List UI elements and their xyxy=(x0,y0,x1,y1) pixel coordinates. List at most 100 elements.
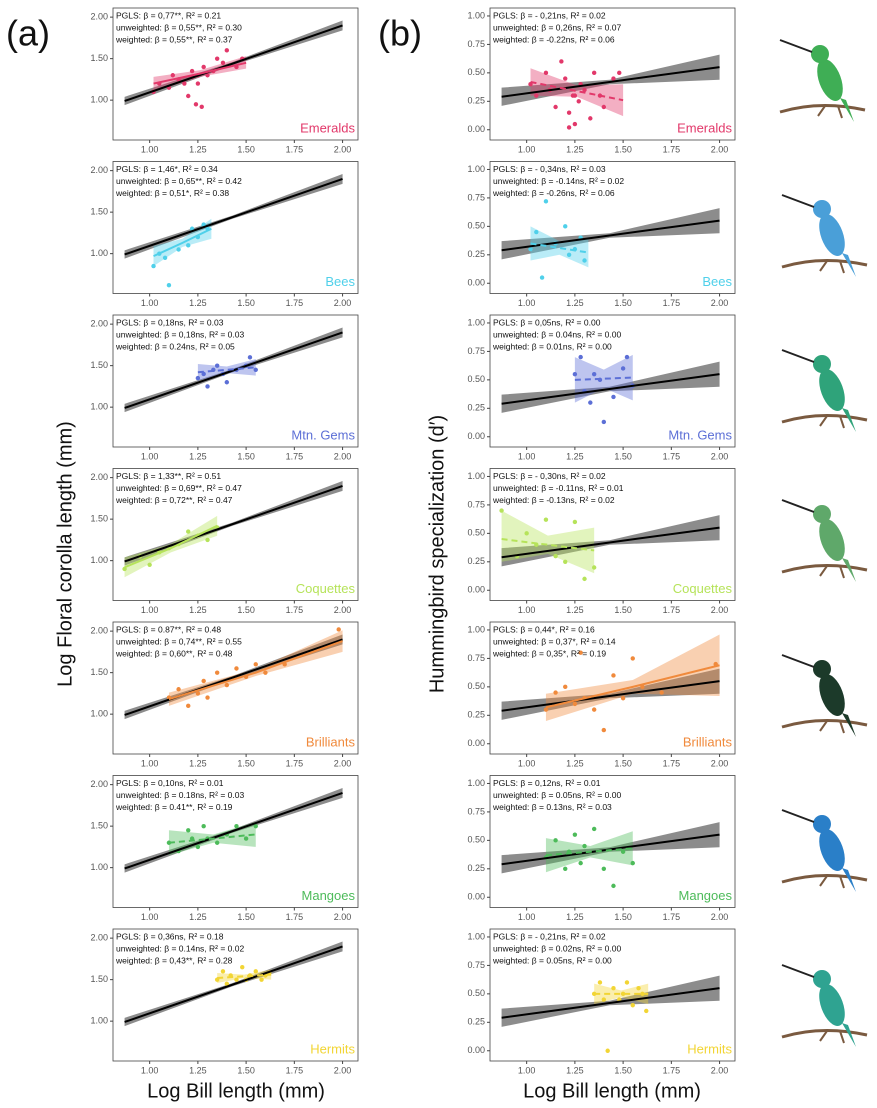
stats-text: PGLS: β = 0,12ns, R² = 0.01 xyxy=(493,778,601,788)
x-tick-label: 1.00 xyxy=(141,912,159,922)
stats-text: unweighted: β = 0.05ns, R² = 0.00 xyxy=(493,790,621,800)
x-tick-label: 1.25 xyxy=(566,298,584,308)
point xyxy=(248,355,252,359)
x-tick-label: 1.25 xyxy=(189,144,207,154)
group-label: Mangoes xyxy=(679,888,733,903)
x-tick-label: 1.25 xyxy=(189,605,207,615)
x-tick-label: 1.75 xyxy=(663,605,681,615)
point xyxy=(567,253,571,257)
point xyxy=(611,986,615,990)
point xyxy=(186,828,190,832)
y-tick-label: 1.00 xyxy=(90,95,108,105)
point xyxy=(544,518,548,522)
y-tick-label: 0.75 xyxy=(467,806,485,816)
point xyxy=(563,76,567,80)
x-tick-label: 1.00 xyxy=(518,605,536,615)
point xyxy=(640,992,644,996)
point xyxy=(544,199,548,203)
x-axis-label: Log Bill length (mm) xyxy=(147,1080,325,1102)
stats-text: PGLS: β = - 0,21ns, R² = 0.02 xyxy=(493,10,606,20)
x-tick-label: 1.75 xyxy=(663,298,681,308)
point xyxy=(573,122,577,126)
x-tick-label: 1.00 xyxy=(141,451,159,461)
stats-text: PGLS: β = 0,44*, R² = 0.16 xyxy=(493,624,595,634)
x-tick-label: 1.75 xyxy=(286,298,304,308)
y-tick-label: 0.25 xyxy=(467,249,485,259)
point xyxy=(592,565,596,569)
x-tick-label: 1.75 xyxy=(286,144,304,154)
y-tick-label: 1.00 xyxy=(467,164,485,174)
x-tick-label: 1.25 xyxy=(189,451,207,461)
point xyxy=(234,977,238,981)
group-label: Brilliants xyxy=(306,734,356,749)
point xyxy=(337,627,341,631)
point xyxy=(567,110,571,114)
stats-text: weighted: β = -0.22ns, R² = 0.06 xyxy=(492,34,615,44)
panel-label: (a) xyxy=(6,13,50,54)
y-tick-label: 0.00 xyxy=(467,431,485,441)
x-tick-label: 1.50 xyxy=(237,1065,255,1075)
stats-text: PGLS: β = 0,77**, R² = 0.21 xyxy=(116,10,221,20)
point xyxy=(631,861,635,865)
x-tick-label: 1.50 xyxy=(237,912,255,922)
point xyxy=(611,395,615,399)
x-tick-label: 1.25 xyxy=(566,144,584,154)
point xyxy=(221,61,225,65)
x-tick-label: 1.25 xyxy=(566,451,584,461)
x-axis-label: Log Bill length (mm) xyxy=(523,1080,701,1102)
point xyxy=(602,105,606,109)
stats-text: unweighted: β = 0,74**, R² = 0.55 xyxy=(116,636,242,646)
y-tick-label: 0.50 xyxy=(467,988,485,998)
stats-text: PGLS: β = - 0,21ns, R² = 0.02 xyxy=(493,931,606,941)
x-tick-label: 1.25 xyxy=(189,1065,207,1075)
y-tick-label: 0.25 xyxy=(467,96,485,106)
point xyxy=(592,827,596,831)
point xyxy=(221,969,225,973)
point xyxy=(196,845,200,849)
x-tick-label: 1.00 xyxy=(141,605,159,615)
point xyxy=(528,247,532,251)
y-tick-label: 0.50 xyxy=(467,681,485,691)
point xyxy=(263,670,267,674)
x-tick-label: 1.00 xyxy=(141,758,159,768)
y-tick-label: 1.00 xyxy=(467,624,485,634)
y-tick-label: 0.25 xyxy=(467,403,485,413)
group-label: Mtn. Gems xyxy=(291,427,355,442)
point xyxy=(254,969,258,973)
point xyxy=(588,116,592,120)
x-tick-label: 1.50 xyxy=(614,298,632,308)
point xyxy=(186,243,190,247)
y-tick-label: 2.00 xyxy=(90,165,108,175)
x-tick-label: 1.25 xyxy=(566,1065,584,1075)
point xyxy=(644,1009,648,1013)
x-tick-label: 1.75 xyxy=(286,1065,304,1075)
x-tick-label: 2.00 xyxy=(711,605,729,615)
point xyxy=(631,656,635,660)
x-tick-label: 1.00 xyxy=(518,451,536,461)
y-tick-label: 0.75 xyxy=(467,653,485,663)
panel-label: (b) xyxy=(378,13,422,54)
point xyxy=(573,93,577,97)
y-tick-label: 0.25 xyxy=(467,710,485,720)
point xyxy=(215,363,219,367)
point xyxy=(563,867,567,871)
point xyxy=(602,867,606,871)
y-tick-label: 0.50 xyxy=(467,374,485,384)
point xyxy=(167,283,171,287)
y-tick-label: 1.00 xyxy=(90,555,108,565)
point xyxy=(573,520,577,524)
x-tick-label: 2.00 xyxy=(334,298,352,308)
point xyxy=(617,71,621,75)
point xyxy=(254,368,258,372)
stats-text: weighted: β = -0.13ns, R² = 0.02 xyxy=(492,495,615,505)
point xyxy=(201,65,205,69)
stats-text: unweighted: β = 0,37*, R² = 0.14 xyxy=(493,636,616,646)
x-tick-label: 2.00 xyxy=(711,1065,729,1075)
figure: (a) (b) Log Floral corolla length (mm) H… xyxy=(0,0,877,1108)
x-tick-label: 2.00 xyxy=(711,144,729,154)
y-tick-label: 2.00 xyxy=(90,472,108,482)
point xyxy=(205,384,209,388)
y-tick-label: 1.00 xyxy=(467,931,485,941)
stats-text: unweighted: β = -0.11ns, R² = 0.01 xyxy=(493,483,624,493)
point xyxy=(636,986,640,990)
